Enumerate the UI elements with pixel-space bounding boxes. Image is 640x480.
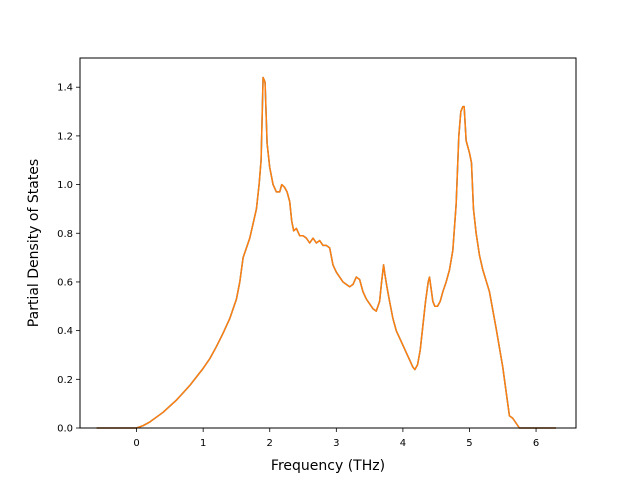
x-tick-label: 2: [267, 438, 273, 449]
plot-frame: [79, 57, 577, 429]
series-line-2: [96, 76, 557, 429]
x-tick-label: 1: [200, 438, 206, 449]
x-axis-label: Frequency (THz): [271, 458, 385, 474]
y-tick-label: 0.8: [57, 229, 73, 240]
x-tick-label: 6: [533, 438, 539, 449]
y-tick-label: 0.0: [57, 424, 73, 435]
y-axis-label: Partial Density of States: [26, 159, 42, 327]
series-layer: [96, 76, 557, 429]
y-tick-label: 1.0: [57, 180, 73, 191]
y-tick-label: 1.2: [57, 131, 73, 142]
x-axis-ticks: 0 1 2 3 4 5 6: [133, 428, 539, 449]
y-tick-label: 0.4: [57, 326, 73, 337]
x-tick-label: 5: [466, 438, 472, 449]
y-tick-label: 1.4: [57, 83, 73, 94]
y-axis-ticks: 0.0 0.2 0.4 0.6 0.8 1.0 1.2 1.4: [57, 83, 80, 435]
y-tick-label: 0.6: [57, 277, 73, 288]
x-tick-label: 0: [133, 438, 139, 449]
x-tick-label: 3: [333, 438, 339, 449]
y-tick-label: 0.2: [57, 375, 73, 386]
x-tick-label: 4: [400, 438, 406, 449]
